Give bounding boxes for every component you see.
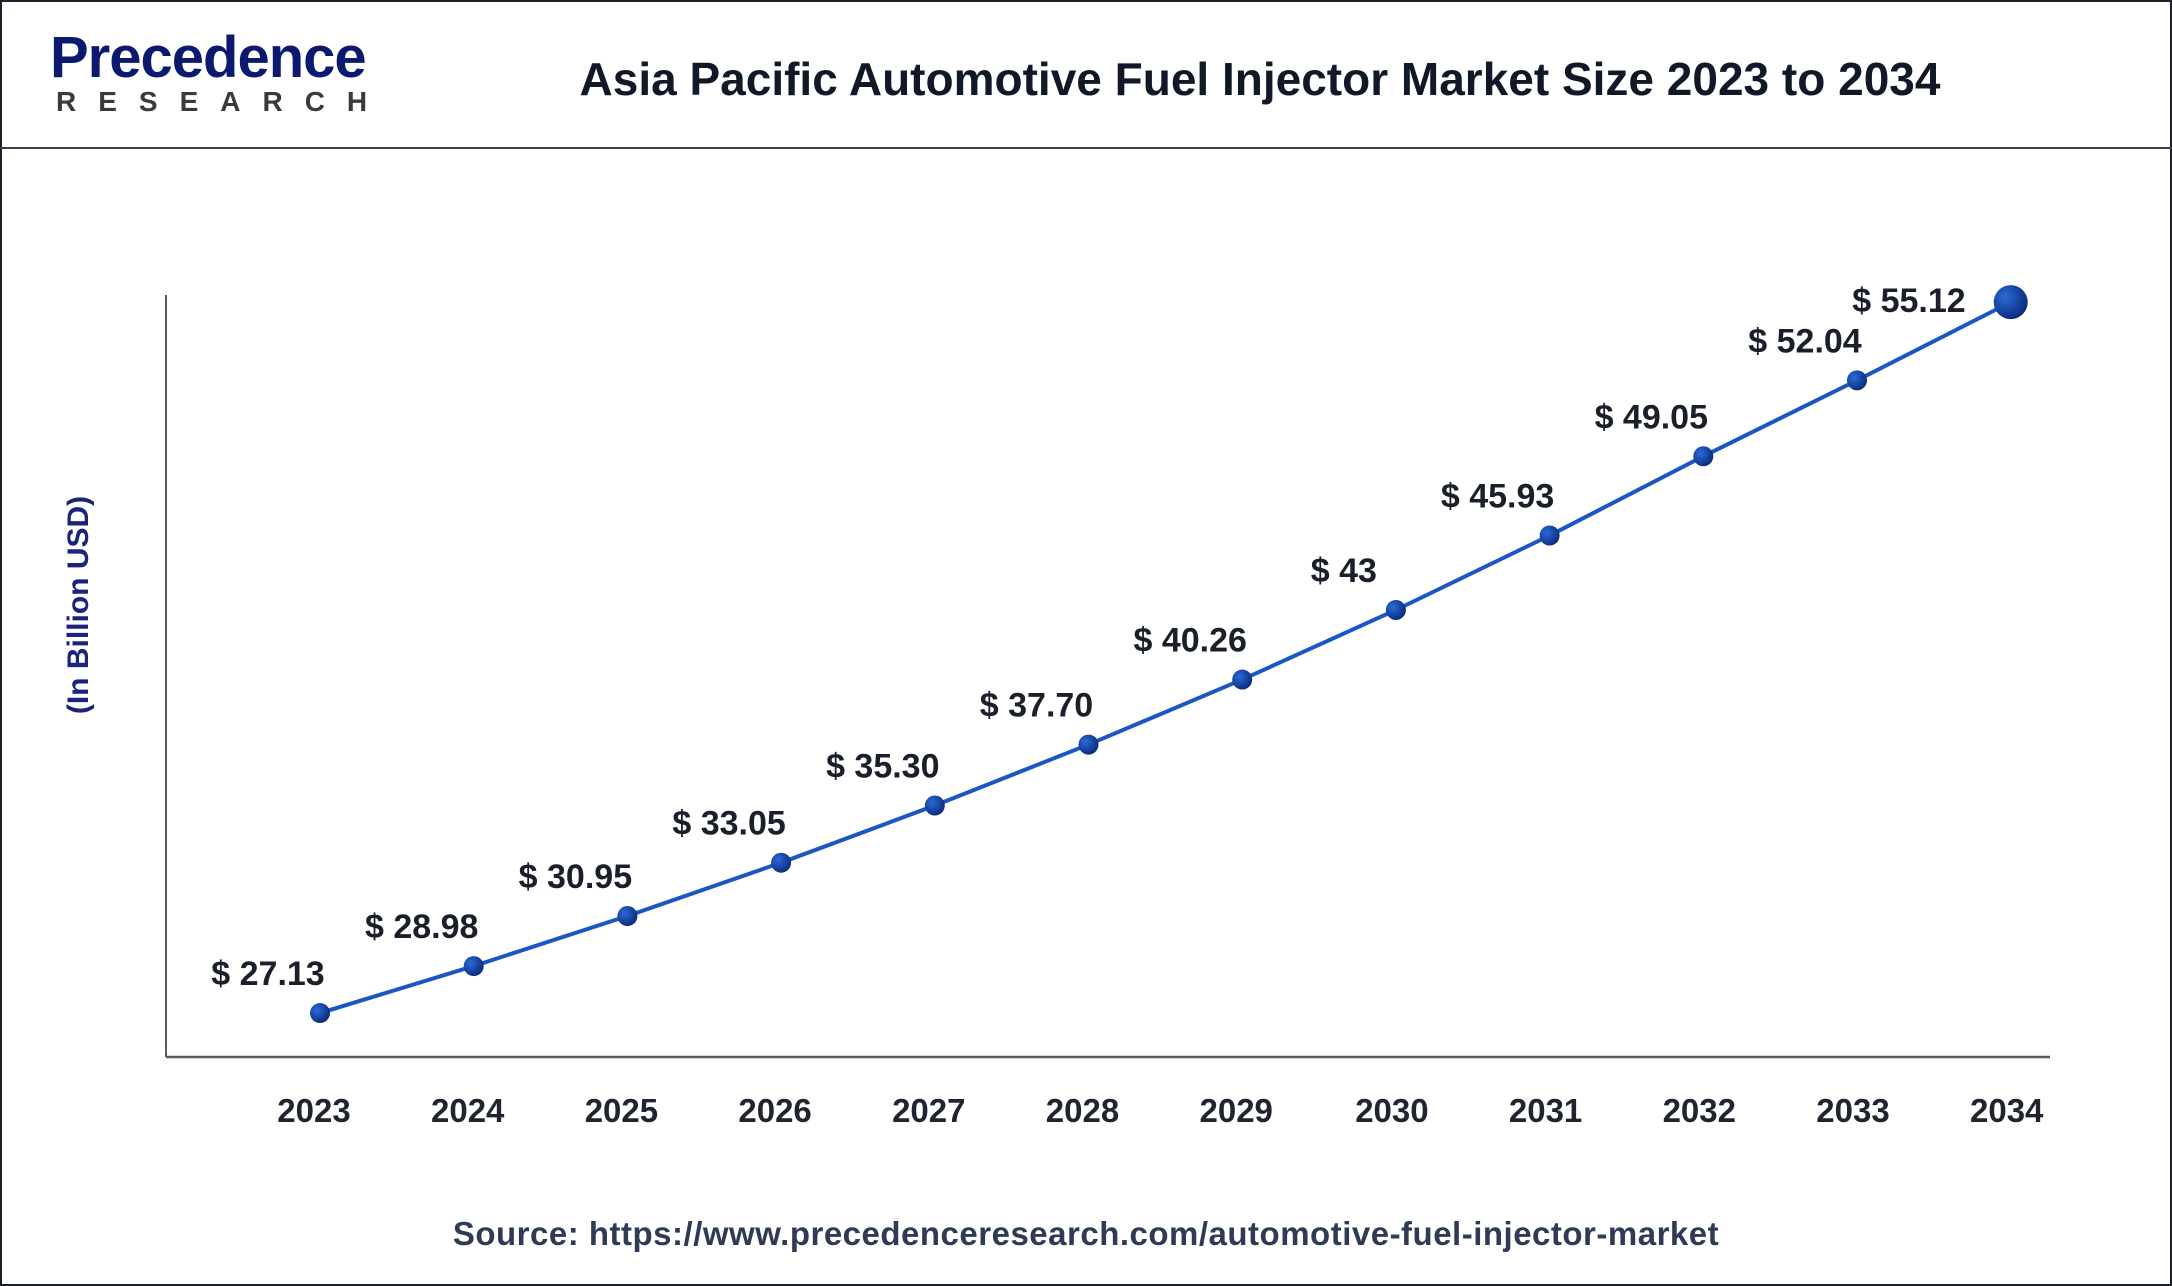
- data-label: $ 37.70: [980, 687, 1093, 725]
- data-point: [1847, 370, 1867, 391]
- data-point: [1993, 285, 2028, 320]
- x-tick-label: 2033: [1816, 1092, 1889, 1129]
- series-line: [319, 300, 2012, 1015]
- data-point: [1539, 525, 1560, 546]
- logo: Precedence RESEARCH: [50, 24, 390, 119]
- x-tick-label: 2034: [1970, 1092, 2044, 1129]
- data-point: [1693, 446, 1714, 467]
- data-label: $ 52.04: [1748, 322, 1862, 360]
- data-label: $ 40.26: [1133, 622, 1246, 660]
- data-point: [1385, 599, 1406, 620]
- logo-subtitle: RESEARCH: [56, 86, 390, 117]
- x-tick-label: 2032: [1663, 1092, 1736, 1129]
- source-text: Source: https://www.precedenceresearch.c…: [452, 1215, 1720, 1252]
- header-divider: [0, 147, 2172, 149]
- data-point: [1078, 734, 1099, 755]
- data-point: [771, 852, 792, 873]
- data-label: $ 45.93: [1441, 478, 1554, 516]
- data-label: $ 27.13: [211, 955, 324, 993]
- data-point: [617, 906, 638, 927]
- data-label: $ 43: [1311, 552, 1377, 590]
- data-point: [310, 1003, 330, 1024]
- x-tick-label: 2031: [1509, 1092, 1582, 1129]
- data-label: $ 49.05: [1595, 398, 1708, 436]
- data-point: [463, 956, 484, 977]
- data-label: $ 30.95: [519, 858, 632, 896]
- data-label: $ 35.30: [826, 748, 939, 786]
- data-label: $ 28.98: [365, 908, 478, 946]
- chart-title: Asia Pacific Automotive Fuel Injector Ma…: [579, 53, 1941, 105]
- logo-wordmark: Precedence: [50, 25, 367, 90]
- data-label: $ 55.12: [1852, 282, 1965, 320]
- data-label: $ 33.05: [672, 805, 785, 843]
- x-tick-label: 2028: [1046, 1092, 1119, 1129]
- x-tick-label: 2030: [1355, 1092, 1428, 1129]
- x-tick-label: 2026: [738, 1092, 811, 1129]
- data-point: [924, 795, 945, 816]
- x-tick-label: 2027: [892, 1092, 965, 1129]
- x-tick-label: 2023: [277, 1092, 350, 1129]
- x-tick-label: 2025: [585, 1092, 658, 1129]
- x-tick-label: 2029: [1199, 1092, 1272, 1129]
- x-tick-label: 2024: [431, 1092, 505, 1129]
- data-point: [1232, 669, 1253, 690]
